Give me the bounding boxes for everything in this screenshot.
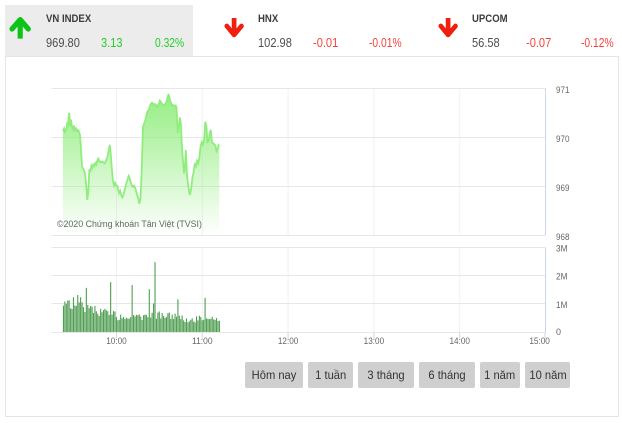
svg-text:1M: 1M <box>556 300 568 310</box>
svg-text:3M: 3M <box>556 244 568 254</box>
svg-text:12:00: 12:00 <box>278 336 299 346</box>
svg-text:970: 970 <box>556 134 570 144</box>
svg-text:968: 968 <box>556 232 570 242</box>
svg-text:14:00: 14:00 <box>449 336 470 346</box>
svg-text:2M: 2M <box>556 272 568 282</box>
svg-text:971: 971 <box>556 85 570 95</box>
svg-text:15:00: 15:00 <box>529 336 550 346</box>
svg-text:13:00: 13:00 <box>364 336 385 346</box>
svg-text:969: 969 <box>556 183 570 193</box>
svg-text:11:00: 11:00 <box>192 336 213 346</box>
svg-text:10:00: 10:00 <box>106 336 127 346</box>
svg-text:0: 0 <box>556 327 561 337</box>
